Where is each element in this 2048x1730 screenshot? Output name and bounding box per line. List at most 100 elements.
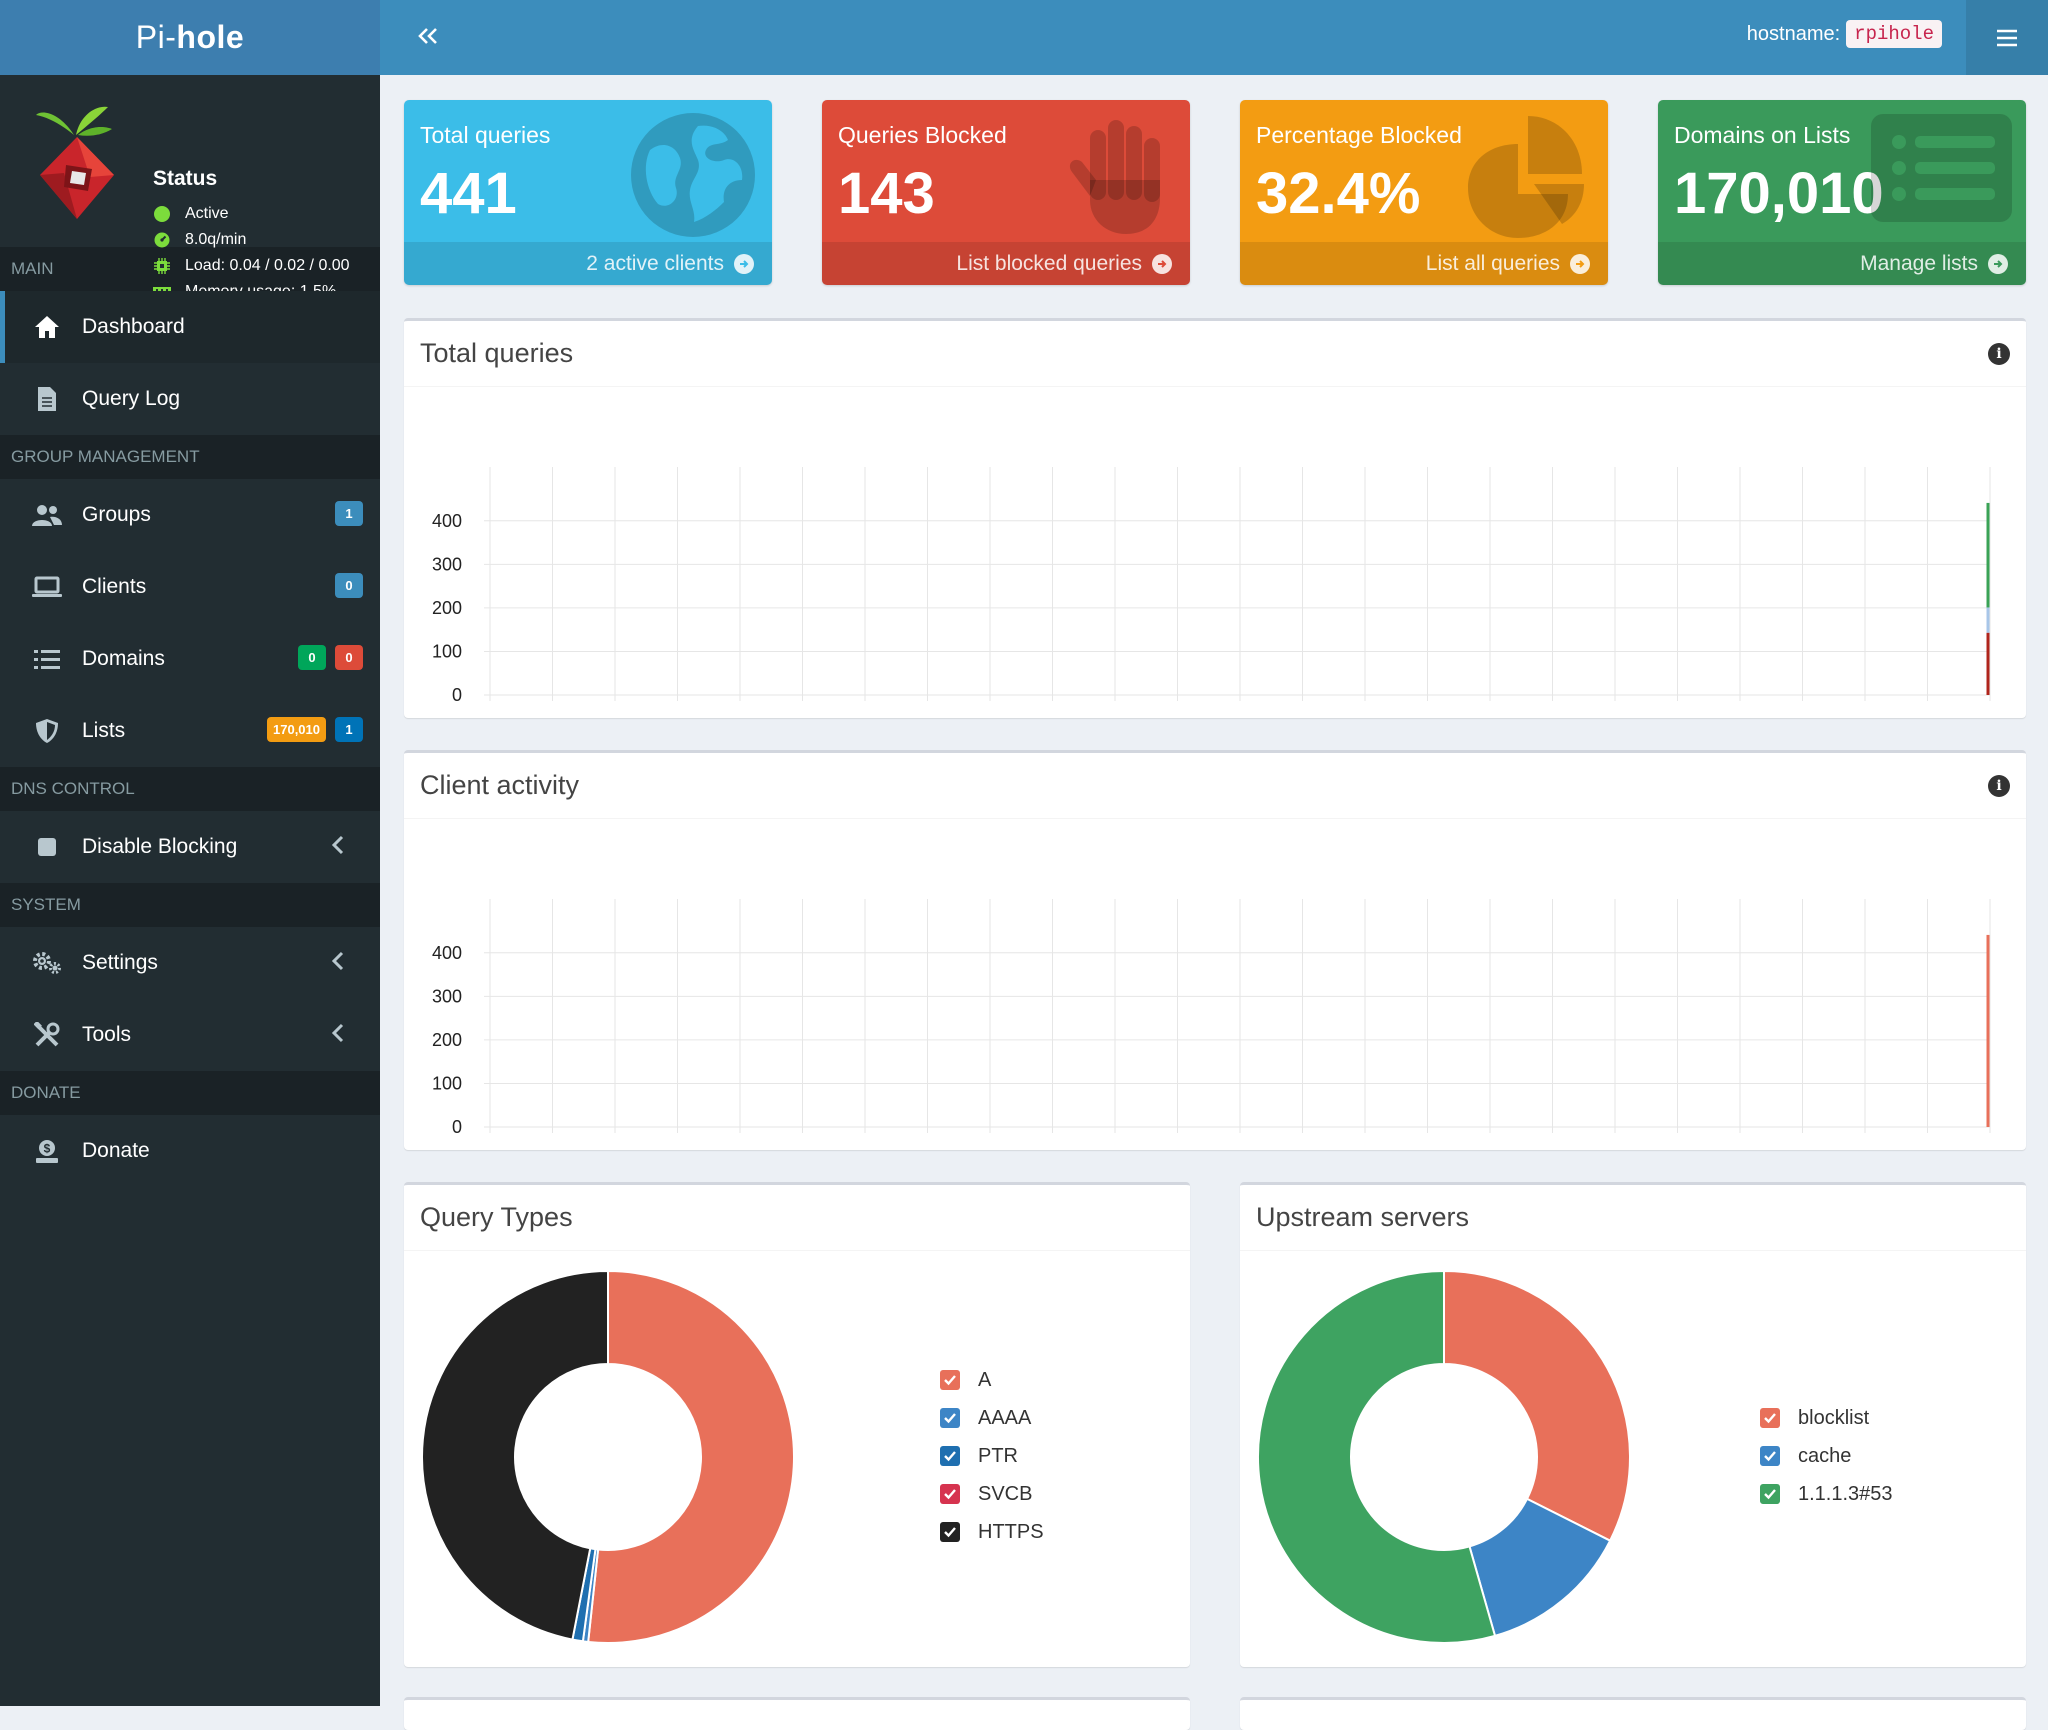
file-icon — [32, 384, 62, 414]
percentage-blocked-footer: List all queries — [1425, 251, 1560, 275]
donate-icon: $ — [32, 1136, 62, 1166]
donut-slice — [1443, 1269, 1631, 1543]
checkbox-checked-icon[interactable] — [940, 1408, 960, 1428]
section-system: SYSTEM — [0, 883, 380, 927]
manage-lists-link[interactable]: Manage lists — [1658, 242, 2026, 285]
domains-on-lists-box: Domains on Lists 170,010 Manage lists — [1658, 100, 2026, 285]
sidebar-item-lists[interactable]: Lists 170,010 1 — [0, 695, 380, 767]
legend-item[interactable]: blocklist — [1760, 1399, 1893, 1437]
legend-item[interactable]: cache — [1760, 1437, 1893, 1475]
sidebar-item-tools[interactable]: Tools — [0, 999, 380, 1071]
chevron-left-icon — [332, 951, 344, 971]
info-icon[interactable]: i — [1988, 775, 2010, 797]
svg-text:$: $ — [44, 1142, 51, 1156]
legend-label: SVCB — [978, 1482, 1033, 1505]
legend-item[interactable]: HTTPS — [940, 1513, 1044, 1551]
panel-title: Client activity — [420, 770, 580, 800]
status-panel: Status Active 8.0q/min Load: 0.04 / 0.02… — [0, 75, 380, 300]
percentage-blocked-box: Percentage Blocked 32.4% List all querie… — [1240, 100, 1608, 285]
laptop-icon — [32, 572, 62, 602]
list-alt-icon — [1871, 114, 2012, 222]
cpu-icon — [153, 257, 171, 275]
percentage-blocked-value: 32.4% — [1256, 161, 1421, 226]
sidebar-item-label: Clients — [82, 575, 147, 598]
sidebar-item-label: Disable Blocking — [82, 835, 238, 858]
sidebar-item-clients[interactable]: Clients 0 — [0, 551, 380, 623]
home-icon — [32, 312, 62, 342]
checkbox-checked-icon[interactable] — [1760, 1408, 1780, 1428]
legend-label: PTR — [978, 1444, 1018, 1467]
sidebar-item-donate[interactable]: $ Donate — [0, 1115, 380, 1187]
double-chevron-left-icon — [418, 28, 437, 44]
sidebar-item-label: Domains — [82, 647, 165, 670]
arrow-circle-right-icon — [734, 253, 754, 274]
section-group-management: GROUP MANAGEMENT — [0, 435, 380, 479]
sidebar-item-query-log[interactable]: Query Log — [0, 363, 380, 435]
donut-slice — [1257, 1269, 1497, 1644]
panel-title: Upstream servers — [1256, 1202, 1470, 1232]
legend-label: cache — [1798, 1444, 1852, 1467]
status-active-text: Active — [185, 205, 229, 222]
arrow-circle-right-icon — [1152, 253, 1172, 274]
upstream-servers-legend: blocklist cache 1.1.1.3#53 — [1760, 1399, 1893, 1513]
upstream-servers-panel: Upstream servers blocklist cache 1.1.1.3#5… — [1240, 1182, 2026, 1667]
sidebar-item-label: Query Log — [82, 387, 181, 410]
legend-item[interactable]: 1.1.1.3#53 — [1760, 1475, 1893, 1513]
lists-count-badge: 1 — [335, 717, 363, 742]
arrow-circle-right-icon — [1570, 253, 1590, 274]
list-blocked-queries-link[interactable]: List blocked queries — [822, 242, 1190, 285]
checkbox-checked-icon[interactable] — [940, 1446, 960, 1466]
chart-bar — [1986, 607, 1990, 633]
hand-icon — [1069, 120, 1160, 234]
chart-bar — [1986, 934, 1990, 1127]
domains-on-lists-title: Domains on Lists — [1674, 122, 1851, 148]
donut-slice — [587, 1269, 795, 1644]
status-rate-text: 8.0q/min — [185, 231, 247, 248]
domains-allow-badge: 0 — [298, 645, 326, 670]
total-queries-footer: 2 active clients — [586, 251, 724, 275]
y-tick-label: 100 — [432, 641, 462, 661]
sidebar-item-settings[interactable]: Settings — [0, 927, 380, 999]
bottom-panel-right — [1240, 1697, 2026, 1730]
domains-on-lists-value: 170,010 — [1674, 161, 1884, 226]
queries-blocked-value: 143 — [838, 161, 935, 226]
total-queries-link[interactable]: 2 active clients — [404, 242, 772, 285]
sidebar-collapse-button[interactable] — [410, 18, 446, 54]
checkbox-checked-icon[interactable] — [1760, 1446, 1780, 1466]
chart-bar — [1986, 632, 1990, 695]
client-activity-panel: Client activity i 010020030040011:0012:0… — [404, 750, 2026, 1168]
sidebar-item-disable-blocking[interactable]: Disable Blocking — [0, 811, 380, 883]
active-dot-icon — [153, 205, 171, 223]
app-logo[interactable]: Pi-hole — [0, 0, 380, 75]
legend-item[interactable]: AAAA — [940, 1399, 1044, 1437]
sidebar-item-groups[interactable]: Groups 1 — [0, 479, 380, 551]
sidebar-item-label: Donate — [82, 1139, 150, 1162]
list-all-queries-link[interactable]: List all queries — [1240, 242, 1608, 285]
menu-toggle-button[interactable] — [1966, 0, 2048, 75]
info-icon[interactable]: i — [1988, 343, 2010, 365]
checkbox-checked-icon[interactable] — [940, 1522, 960, 1542]
y-tick-label: 200 — [432, 1030, 462, 1050]
checkbox-checked-icon[interactable] — [940, 1484, 960, 1504]
upstream-servers-donut — [1257, 1269, 1631, 1644]
logo-prefix: Pi- — [135, 19, 177, 55]
legend-item[interactable]: A — [940, 1361, 1044, 1399]
checkbox-checked-icon[interactable] — [1760, 1484, 1780, 1504]
queries-blocked-footer: List blocked queries — [956, 251, 1142, 275]
sidebar-item-dashboard[interactable]: Dashboard — [0, 291, 380, 363]
pihole-logo-icon — [36, 106, 114, 219]
checkbox-checked-icon[interactable] — [940, 1370, 960, 1390]
sidebar-item-domains[interactable]: Domains 0 0 — [0, 623, 380, 695]
panel-title: Total queries — [420, 338, 574, 368]
y-tick-label: 100 — [432, 1073, 462, 1093]
users-icon — [32, 500, 62, 530]
total-queries-title: Total queries — [420, 122, 551, 148]
legend-item[interactable]: PTR — [940, 1437, 1044, 1475]
sidebar-item-label: Settings — [82, 951, 158, 974]
status-load: Load: 0.04 / 0.02 / 0.00 — [153, 253, 350, 279]
logo-suffix: hole — [176, 19, 245, 55]
top-navbar: hostname: rpihole — [380, 0, 2048, 75]
stop-icon — [32, 832, 62, 862]
y-tick-label: 0 — [452, 1117, 462, 1137]
legend-item[interactable]: SVCB — [940, 1475, 1044, 1513]
